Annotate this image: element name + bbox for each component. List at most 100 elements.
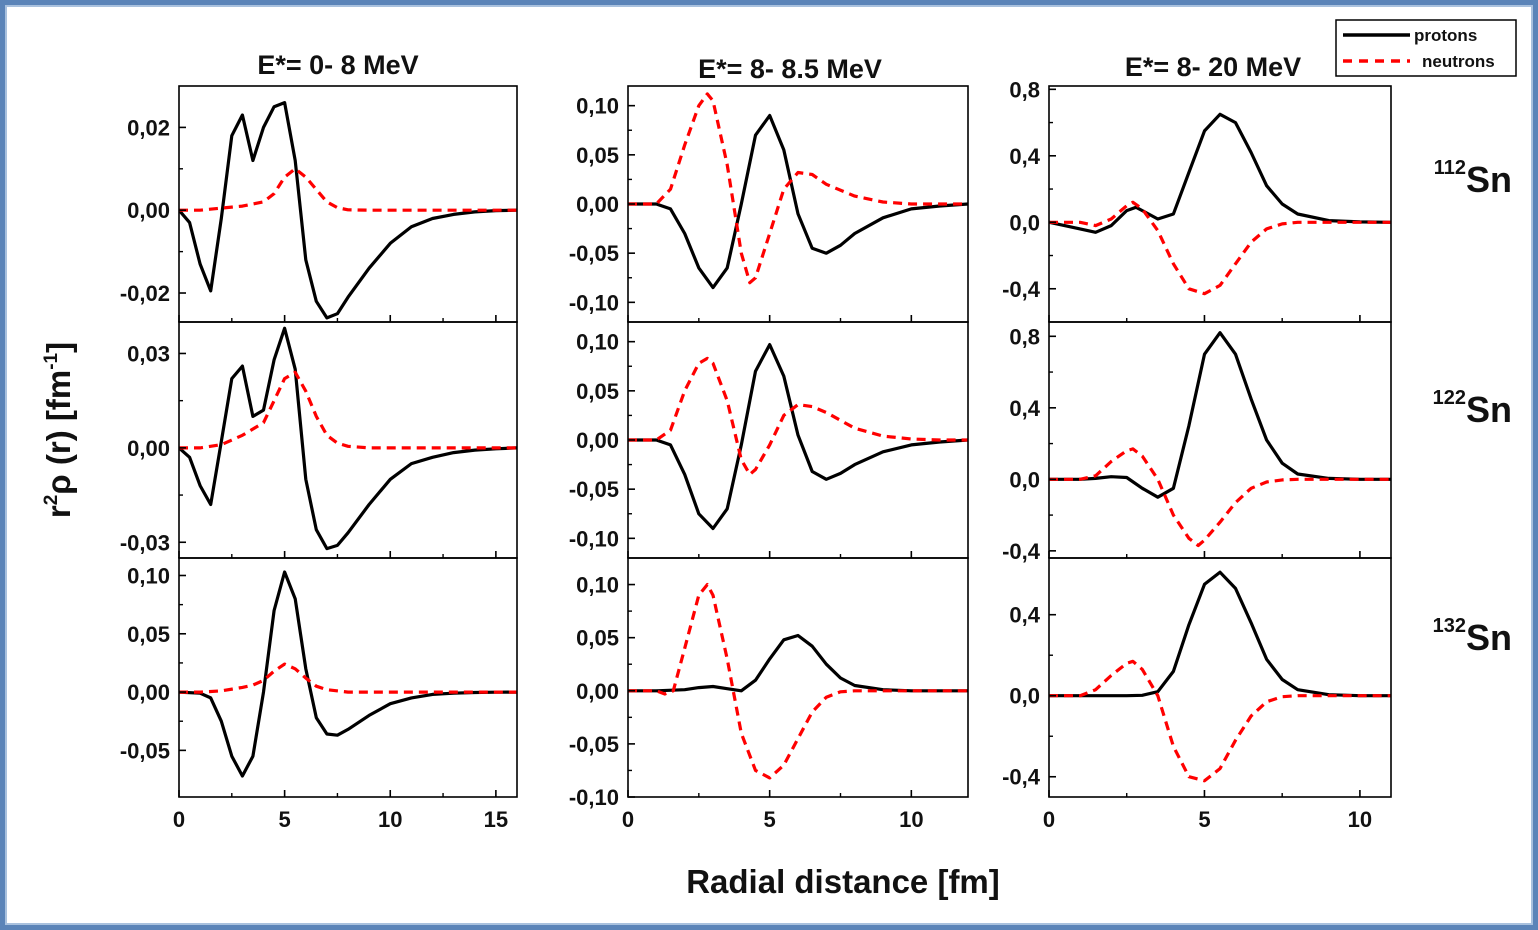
row-label-0-element: Sn bbox=[1466, 159, 1512, 200]
x-tick-label: 0 bbox=[622, 807, 634, 832]
y-tick-label: 0,05 bbox=[576, 379, 619, 404]
y-tick-label: 0,10 bbox=[127, 563, 170, 588]
column-title-1: E*= 8- 8.5 MeV bbox=[698, 54, 882, 84]
x-tick-label: 10 bbox=[378, 807, 402, 832]
row-label-0-mass: 112 bbox=[1434, 157, 1466, 179]
y-tick-label: 0,00 bbox=[127, 436, 170, 461]
series-protons bbox=[179, 101, 517, 320]
series-protons bbox=[179, 570, 517, 778]
series-neutrons bbox=[1049, 447, 1391, 548]
y-tick-label: 0,02 bbox=[127, 115, 170, 140]
x-tick-label: 10 bbox=[1348, 807, 1372, 832]
y-tick-label: 0,05 bbox=[127, 622, 170, 647]
y-tick-label: -0,03 bbox=[120, 530, 170, 555]
row-label-2: 132Sn bbox=[1433, 615, 1512, 658]
x-tick-label: 5 bbox=[764, 807, 776, 832]
y-tick-label: -0,05 bbox=[120, 738, 170, 763]
panel-r1-c1: -0,10 -0,05 0,00 0,05 0,10 bbox=[569, 321, 969, 559]
y-tick-label: -0,4 bbox=[1002, 539, 1041, 564]
y-tick-label: -0,10 bbox=[569, 526, 619, 551]
y-tick-label: 0,8 bbox=[1009, 324, 1040, 349]
series-protons bbox=[179, 326, 517, 551]
y-tick-label: 0,05 bbox=[576, 143, 619, 168]
panel-r1-c2: -0,4 0,0 0,4 0,8 bbox=[1002, 321, 1392, 564]
y-tick-label: 0,10 bbox=[576, 330, 619, 355]
panel-r0-c1: -0,10 -0,05 0,00 0,05 0,10 bbox=[569, 85, 969, 323]
panel-r0-c2: -0,4 0,0 0,4 0,8 bbox=[1002, 77, 1392, 323]
legend: protons neutrons bbox=[1335, 19, 1517, 77]
y-tick-label: 0,0 bbox=[1009, 684, 1040, 709]
x-axis-label: Radial distance [fm] bbox=[686, 863, 1000, 900]
x-tick-label: 0 bbox=[173, 807, 185, 832]
series-protons bbox=[628, 113, 968, 290]
y-tick-label: 0,0 bbox=[1009, 467, 1040, 492]
x-tick-label: 5 bbox=[279, 807, 291, 832]
row-label-2-mass: 132 bbox=[1433, 615, 1466, 637]
row-label-1-mass: 122 bbox=[1433, 387, 1466, 409]
legend-box bbox=[1335, 19, 1517, 77]
x-tick-label: 10 bbox=[899, 807, 923, 832]
y-axis-label-sup-minus1: -1 bbox=[41, 352, 62, 369]
y-tick-label: 0,05 bbox=[576, 626, 619, 651]
series-neutrons bbox=[628, 356, 968, 476]
y-tick-label: 0,00 bbox=[127, 680, 170, 705]
y-tick-label: 0,00 bbox=[127, 198, 170, 223]
y-tick-label: 0,4 bbox=[1009, 144, 1040, 169]
y-tick-label: 0,00 bbox=[576, 428, 619, 453]
panel-frame bbox=[178, 557, 518, 798]
series-protons bbox=[1049, 112, 1391, 234]
y-tick-label: 0,00 bbox=[576, 192, 619, 217]
row-label-2-element: Sn bbox=[1466, 617, 1512, 658]
series-neutrons bbox=[179, 167, 517, 212]
series-protons bbox=[628, 633, 968, 693]
y-tick-label: -0,05 bbox=[569, 477, 619, 502]
y-tick-label: -0,10 bbox=[569, 785, 619, 810]
row-label-1: 122Sn bbox=[1433, 387, 1512, 430]
panel-r2-c1: -0,10 -0,05 0,00 0,05 0,10 0 5 10 bbox=[569, 557, 969, 832]
x-tick-label: 0 bbox=[1043, 807, 1055, 832]
row-labels: 112Sn 122Sn 132Sn bbox=[1433, 157, 1512, 658]
series-protons bbox=[1049, 331, 1391, 499]
series-neutrons bbox=[628, 92, 968, 285]
legend-label-neutrons: neutrons bbox=[1422, 52, 1495, 71]
row-label-1-element: Sn bbox=[1466, 389, 1512, 430]
y-tick-label: 0,0 bbox=[1009, 210, 1040, 235]
column-title-0: E*= 0- 8 MeV bbox=[257, 50, 418, 80]
series-neutrons bbox=[179, 662, 517, 694]
y-axis-label-rho: ρ (r) [fm bbox=[40, 370, 77, 495]
y-tick-label: 0,8 bbox=[1009, 77, 1040, 102]
x-tick-label: 5 bbox=[1198, 807, 1210, 832]
y-tick-label: 0,4 bbox=[1009, 603, 1040, 628]
series-neutrons bbox=[179, 370, 517, 450]
y-tick-label: -0,02 bbox=[120, 281, 170, 306]
series-protons bbox=[628, 343, 968, 531]
series-protons bbox=[1049, 570, 1391, 698]
y-tick-label: 0,00 bbox=[576, 679, 619, 704]
y-tick-label: -0,05 bbox=[569, 732, 619, 757]
y-tick-label: -0,4 bbox=[1002, 277, 1041, 302]
y-tick-label: 0,10 bbox=[576, 573, 619, 598]
y-tick-label: -0,05 bbox=[569, 241, 619, 266]
y-tick-label: 0,03 bbox=[127, 341, 170, 366]
panel-frame bbox=[627, 557, 969, 798]
y-tick-label: 0,10 bbox=[576, 94, 619, 119]
y-tick-label: 0,4 bbox=[1009, 396, 1040, 421]
panel-r0-c0: -0,02 0,00 0,02 bbox=[120, 85, 518, 323]
legend-label-protons: protons bbox=[1414, 26, 1477, 45]
panel-frame bbox=[178, 85, 518, 323]
y-tick-label: -0,4 bbox=[1002, 765, 1041, 790]
y-axis-label: r2ρ (r) [fm-1] bbox=[40, 342, 77, 518]
column-title-2: E*= 8- 20 MeV bbox=[1125, 52, 1301, 82]
series-neutrons bbox=[1049, 659, 1391, 783]
y-tick-label: -0,10 bbox=[569, 290, 619, 315]
panel-r1-c0: -0,03 0,00 0,03 bbox=[120, 321, 518, 559]
panel-frame bbox=[1048, 557, 1392, 798]
series-neutrons bbox=[628, 583, 968, 780]
y-axis-label-r: r bbox=[40, 505, 77, 518]
panel-r2-c0: -0,05 0,00 0,05 0,10 0 5 10 15 bbox=[120, 557, 518, 832]
y-axis-label-close: ] bbox=[40, 342, 77, 353]
y-axis-label-sup2: 2 bbox=[41, 495, 62, 506]
column-titles: E*= 0- 8 MeV E*= 8- 8.5 MeV E*= 8- 20 Me… bbox=[257, 50, 1301, 84]
